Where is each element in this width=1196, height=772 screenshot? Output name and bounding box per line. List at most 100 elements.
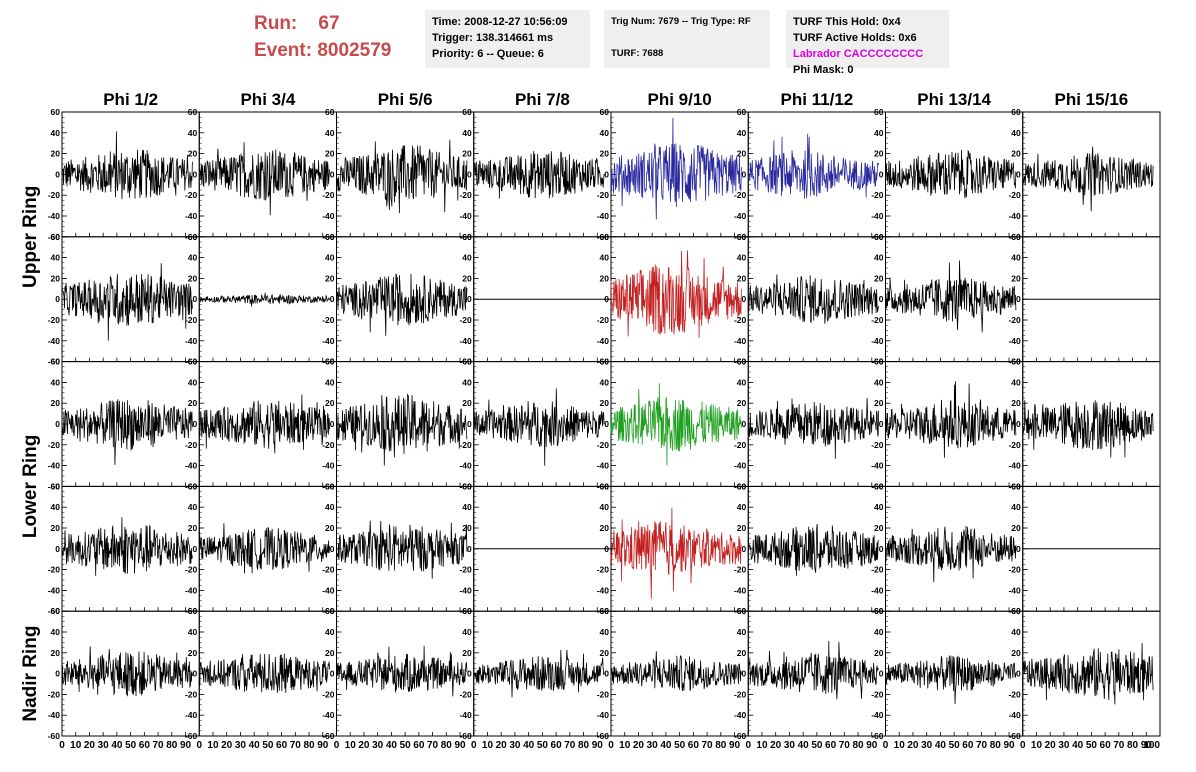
y-tick-label: 20	[1011, 523, 1021, 533]
y-tick-label: 60	[600, 232, 610, 242]
y-tick-label: 0	[55, 294, 60, 304]
x-tick-label: 80	[578, 740, 590, 751]
x-tick-label: 60	[1100, 740, 1112, 751]
x-tick-label: 30	[98, 740, 110, 751]
y-tick-label: 0	[1016, 669, 1021, 679]
y-tick-label: 0	[879, 544, 884, 554]
y-tick-label: -20	[322, 315, 335, 325]
y-tick-label: 40	[188, 253, 198, 263]
trigger-text: Trigger: 138.314661 ms	[432, 32, 554, 44]
y-tick-label: 20	[737, 523, 747, 533]
y-tick-label: 0	[55, 169, 60, 179]
y-tick-label: 40	[188, 627, 198, 637]
y-tick-label: -40	[734, 585, 747, 595]
y-tick-label: 40	[188, 377, 198, 387]
y-tick-label: -20	[734, 565, 747, 575]
y-tick-label: 40	[325, 128, 335, 138]
y-tick-label: 20	[737, 273, 747, 283]
y-tick-label: 20	[188, 273, 198, 283]
y-tick-label: -40	[48, 211, 61, 221]
y-tick-label: 40	[188, 502, 198, 512]
y-tick-label: 60	[1011, 481, 1021, 491]
y-tick-label: -40	[459, 461, 472, 471]
y-tick-label: -20	[459, 315, 472, 325]
waveform-trace	[885, 525, 1017, 583]
y-tick-label: -20	[597, 565, 610, 575]
y-tick-label: -40	[1008, 461, 1021, 471]
y-tick-label: 40	[1011, 253, 1021, 263]
y-tick-label: 20	[1011, 398, 1021, 408]
x-tick-label: 60	[962, 740, 974, 751]
y-tick-label: 0	[879, 294, 884, 304]
y-tick-label: -40	[597, 710, 610, 720]
y-tick-label: -20	[871, 440, 884, 450]
x-tick-label: 80	[166, 740, 178, 751]
waveform-trace	[336, 273, 468, 336]
turf-this-hold-text: TURF This Hold: 0x4	[793, 16, 901, 28]
y-tick-label: 60	[188, 357, 198, 367]
x-tick-label: 90	[592, 740, 604, 751]
y-tick-label: 0	[742, 169, 747, 179]
waveform-trace	[610, 651, 742, 692]
x-tick-label: 70	[427, 740, 439, 751]
y-tick-label: 20	[51, 398, 61, 408]
y-tick-label: -20	[1008, 190, 1021, 200]
y-tick-label: 20	[600, 149, 610, 159]
waveform-trace	[1022, 643, 1154, 705]
y-tick-label: 0	[604, 169, 609, 179]
x-tick-label: 80	[303, 740, 315, 751]
y-tick-label: 0	[604, 294, 609, 304]
x-tick-label: 20	[907, 740, 919, 751]
trig-num-text: Trig Num: 7679 -- Trig Type: RF	[611, 16, 751, 27]
y-tick-label: 40	[462, 128, 472, 138]
x-tick-label: 90	[180, 740, 192, 751]
y-tick-label: -40	[322, 336, 335, 346]
turf-info-box: TURF This Hold: 0x4 TURF Active Holds: 0…	[786, 10, 949, 76]
x-tick-label: 30	[1058, 740, 1070, 751]
y-tick-label: 60	[462, 357, 472, 367]
y-tick-label: 60	[600, 481, 610, 491]
x-tick-label: 20	[1045, 740, 1057, 751]
y-tick-label: 20	[325, 648, 335, 658]
x-tick-label: 60	[276, 740, 288, 751]
y-tick-label: 0	[879, 669, 884, 679]
y-tick-label: 0	[467, 669, 472, 679]
y-tick-label: -20	[734, 190, 747, 200]
x-tick-label: 10	[619, 740, 631, 751]
y-tick-label: -20	[597, 689, 610, 699]
y-tick-label: 20	[188, 398, 198, 408]
x-tick-label: 70	[702, 740, 714, 751]
y-tick-label: 60	[325, 481, 335, 491]
x-tick-label: 40	[660, 740, 672, 751]
y-tick-label: 60	[1011, 232, 1021, 242]
column-title: Phi 7/8	[515, 90, 570, 109]
y-tick-label: 0	[604, 669, 609, 679]
y-tick-label: -60	[1008, 731, 1021, 741]
y-tick-label: -20	[871, 565, 884, 575]
y-tick-label: -20	[734, 440, 747, 450]
y-tick-label: 60	[874, 107, 884, 117]
y-tick-label: -40	[871, 461, 884, 471]
y-tick-label: 40	[51, 377, 61, 387]
y-tick-label: -20	[322, 190, 335, 200]
x-tick-label: 60	[688, 740, 700, 751]
y-tick-label: -20	[185, 565, 198, 575]
y-tick-label: 60	[188, 606, 198, 616]
turf-active-holds-text: TURF Active Holds: 0x6	[793, 32, 917, 44]
y-tick-label: -60	[734, 731, 747, 741]
y-tick-label: -60	[48, 232, 61, 242]
y-tick-label: 20	[600, 523, 610, 533]
y-tick-label: 0	[742, 419, 747, 429]
y-tick-label: -20	[322, 565, 335, 575]
x-tick-label: 70	[839, 740, 851, 751]
y-tick-label: 60	[1011, 357, 1021, 367]
y-tick-label: 40	[325, 253, 335, 263]
y-tick-label: 20	[874, 398, 884, 408]
x-tick-label: 10	[70, 740, 82, 751]
y-tick-label: -60	[871, 731, 884, 741]
y-tick-label: 60	[462, 606, 472, 616]
y-tick-label: -40	[1008, 585, 1021, 595]
waveform-trace	[473, 151, 605, 199]
y-tick-label: 60	[600, 357, 610, 367]
y-tick-label: -40	[459, 336, 472, 346]
